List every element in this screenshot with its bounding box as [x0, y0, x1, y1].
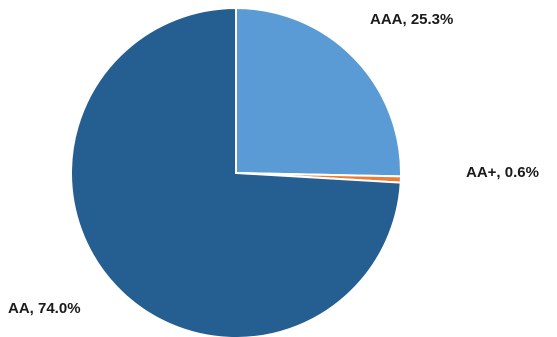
pie-slice-aa	[70, 6, 402, 337]
slice-label-aa-plus: AA+, 0.6%	[466, 164, 539, 181]
slice-label-aa: AA, 74.0%	[8, 300, 81, 317]
pie-slice-aaa	[235, 6, 402, 178]
slice-label-aaa: AAA, 25.3%	[370, 11, 454, 28]
